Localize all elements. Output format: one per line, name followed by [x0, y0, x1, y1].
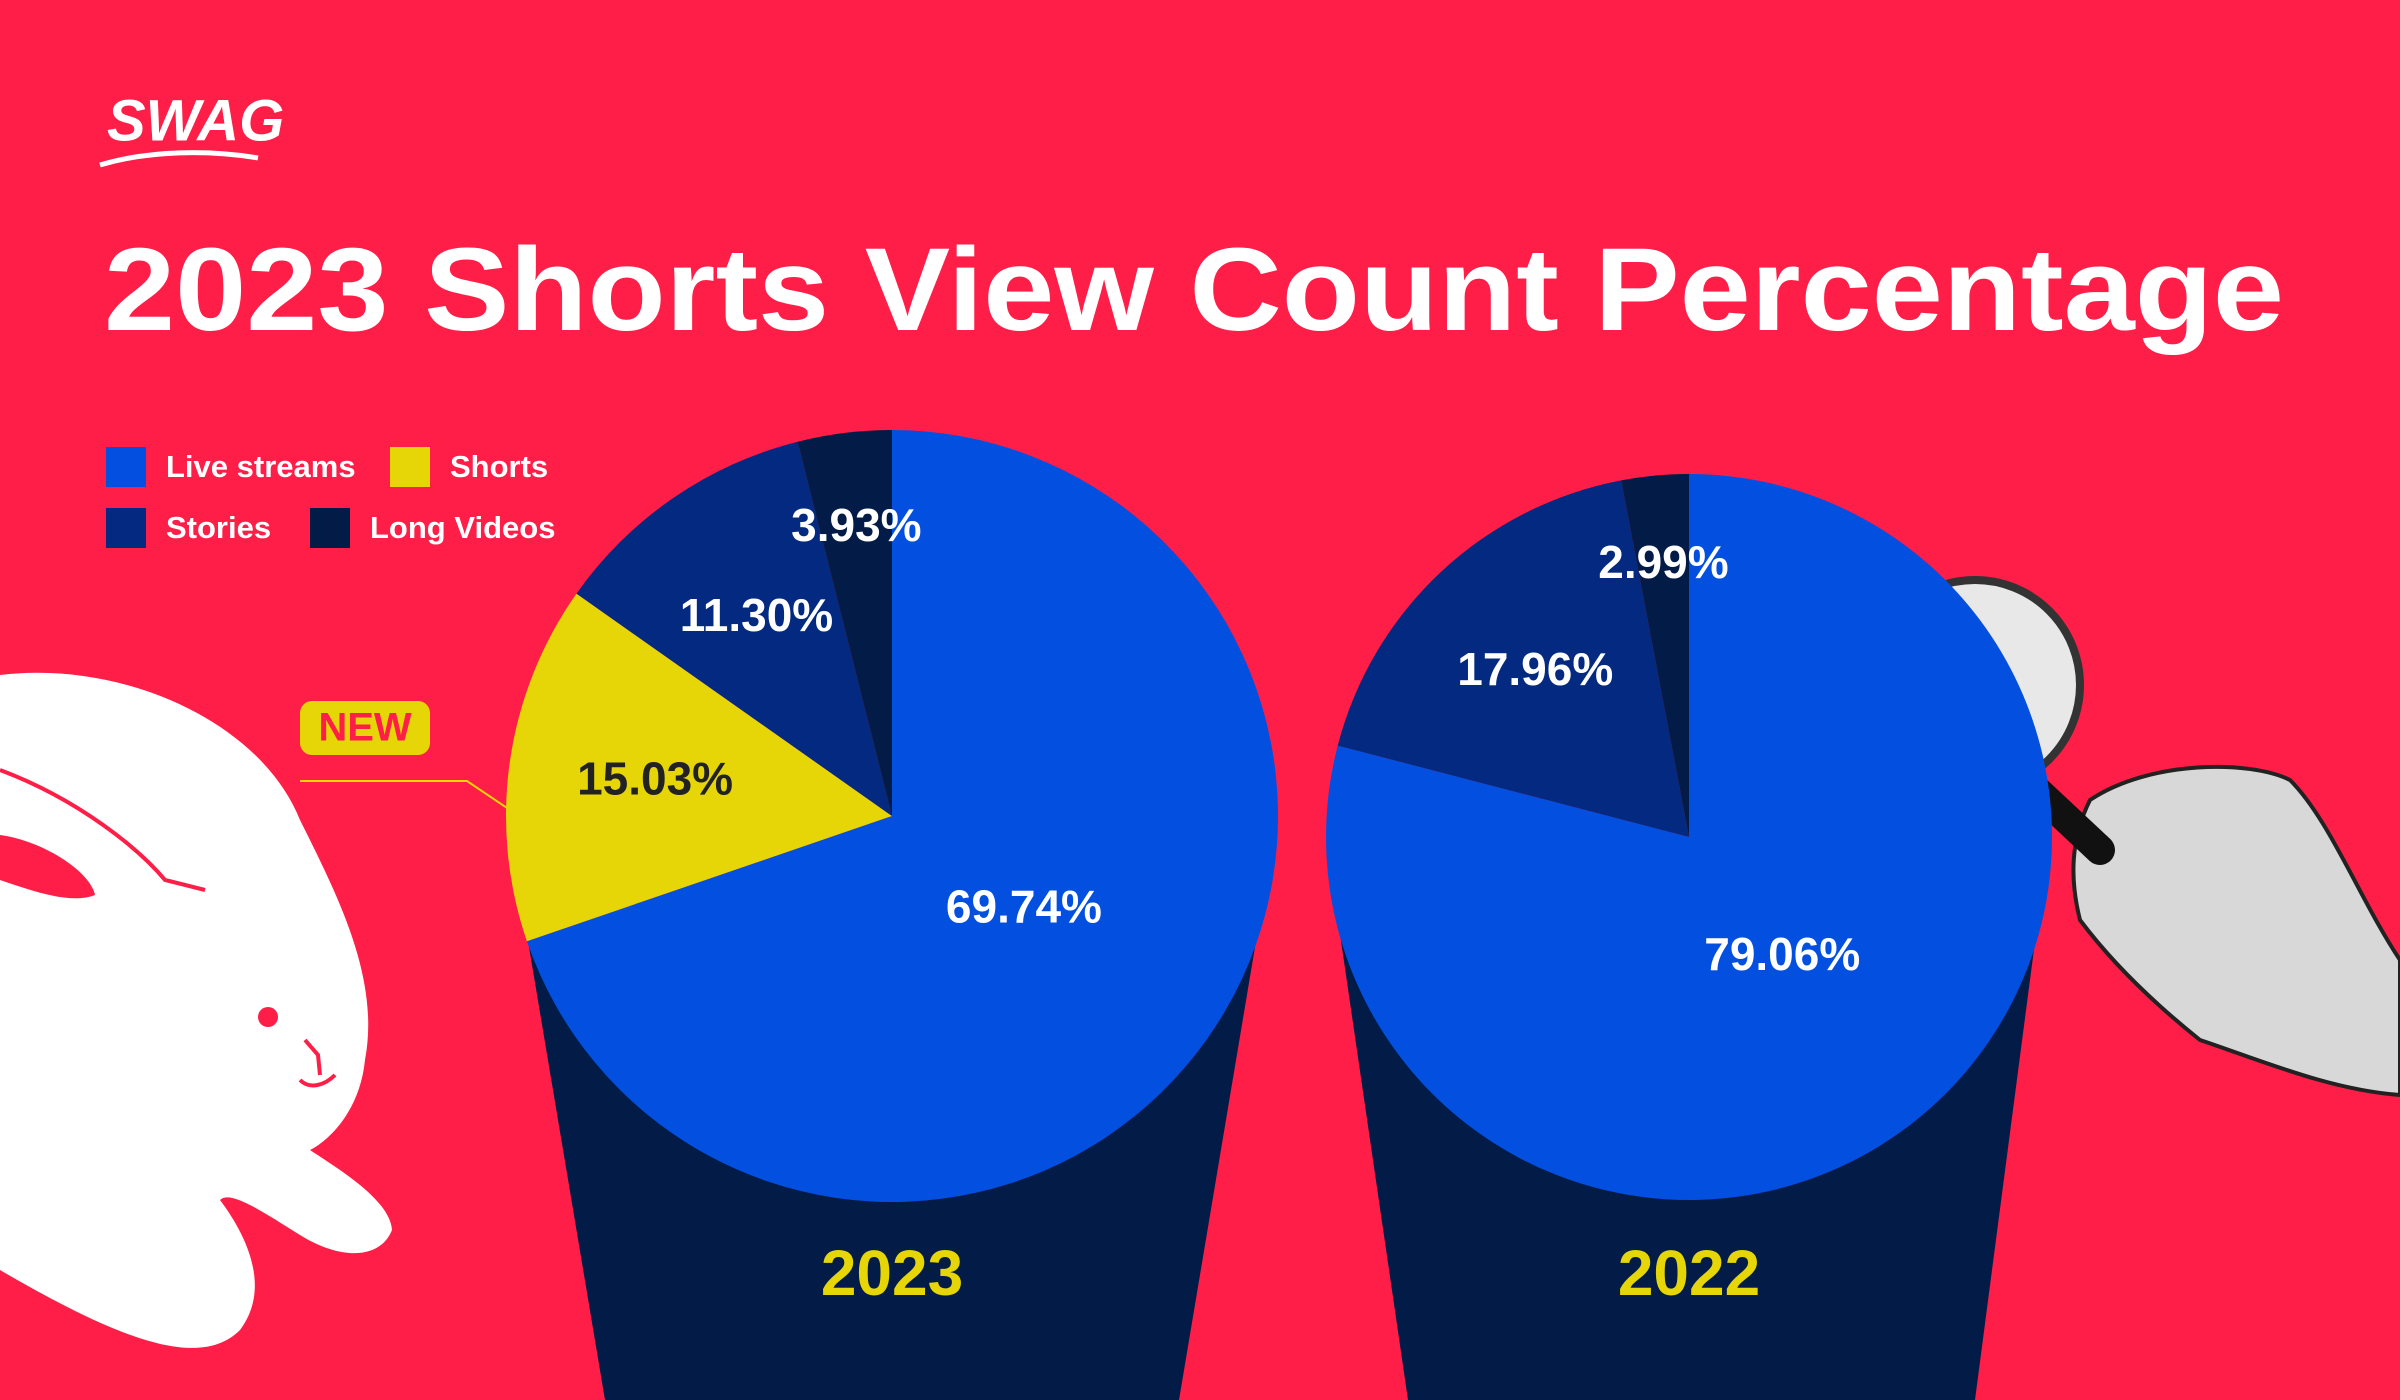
slice-label: 2.99%: [1598, 536, 1728, 588]
annotation-line: [300, 780, 511, 811]
hand-illustration: [2071, 764, 2400, 1098]
slice-label: 69.74%: [946, 880, 1102, 932]
bunny-mouth: [298, 1038, 337, 1088]
pie-slice: [1337, 480, 1689, 837]
slice-label: 11.30%: [680, 589, 833, 641]
bunny-illustration: [0, 672, 392, 1348]
pie-slice: [1621, 474, 1689, 837]
pie-year: 2023: [821, 1237, 963, 1309]
legend-swatch: [106, 447, 146, 487]
legend-swatch: [310, 508, 350, 548]
slice-label: 15.03%: [577, 752, 733, 804]
logo-underline: [99, 150, 259, 168]
legend-swatch: [390, 447, 430, 487]
pie-slice: [576, 441, 892, 816]
slice-label: 17.96%: [1457, 643, 1613, 695]
legend-label: Stories: [166, 510, 271, 545]
chart-title: 2023 Shorts View Count Percentage: [104, 224, 2284, 356]
bunny-ear: [0, 768, 206, 892]
pie-slice: [797, 430, 892, 816]
logo: SWAG: [107, 88, 284, 153]
pie-year: 2022: [1618, 1237, 1760, 1309]
slice-label: 79.06%: [1704, 928, 1860, 980]
bunny-eye: [258, 1007, 278, 1027]
legend-label: Long Videos: [370, 510, 555, 545]
bunny-ear-inner: [0, 835, 95, 899]
pie-slice: [1326, 474, 2052, 1201]
annotation-text: NEW: [318, 706, 412, 750]
pie-slice: [506, 593, 892, 942]
annotation-badge: [300, 701, 430, 755]
legend-label: Shorts: [450, 449, 548, 484]
legend-swatch: [106, 508, 146, 548]
pie-slice: [526, 430, 1278, 1202]
legend-label: Live streams: [166, 449, 356, 484]
slice-label: 3.93%: [791, 499, 921, 551]
